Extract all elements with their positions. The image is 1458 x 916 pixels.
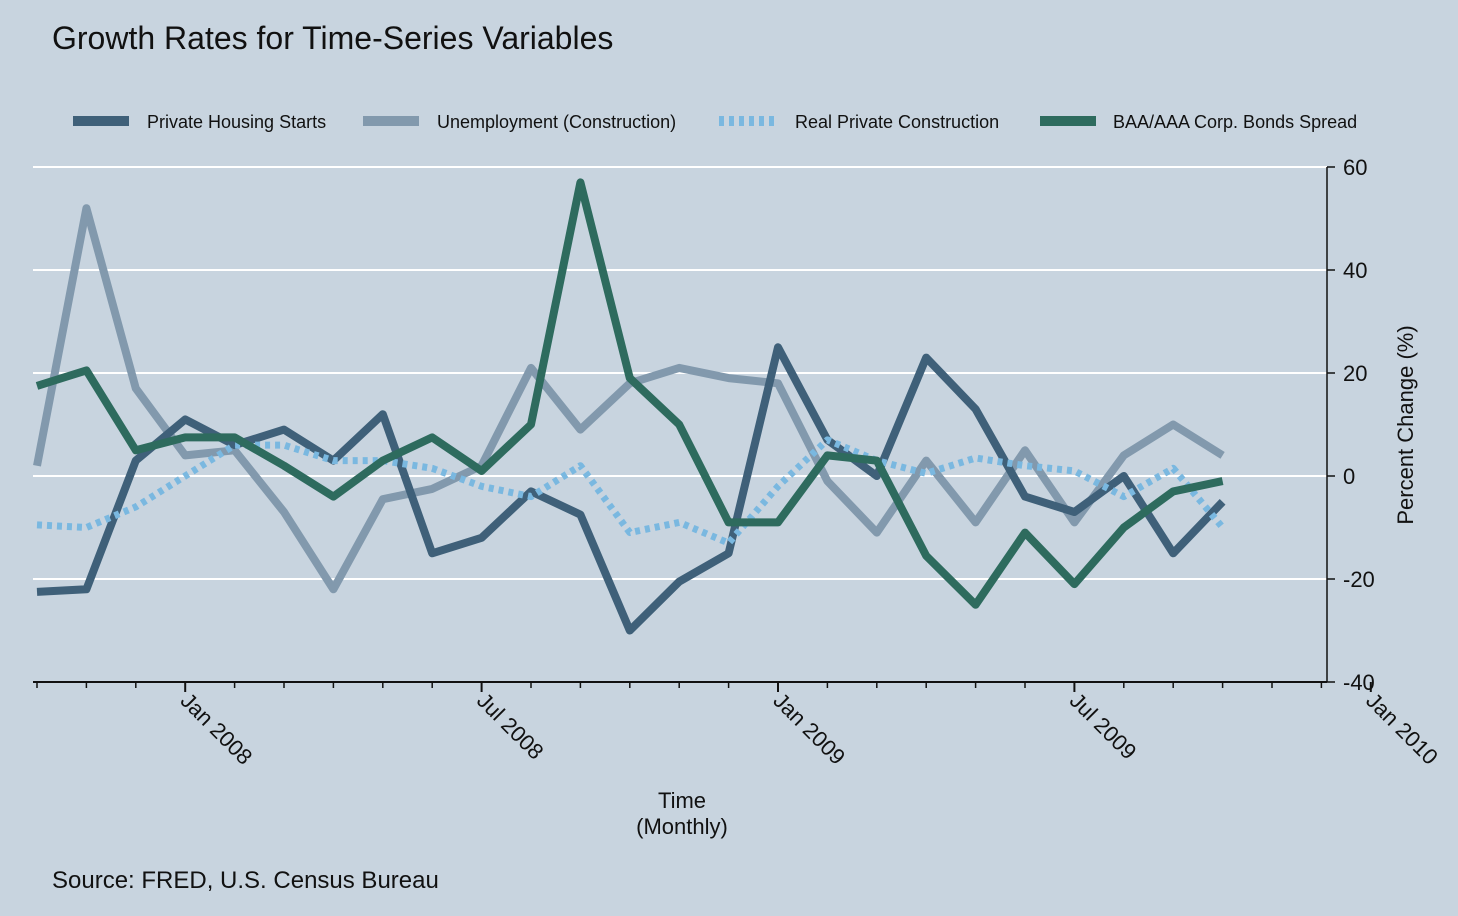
series-line-3 <box>35 178 1224 609</box>
y-tick-label-1: -20 <box>1343 567 1375 592</box>
y-tick-label-5: 60 <box>1343 155 1367 180</box>
y-tick-label-0: -40 <box>1343 670 1375 695</box>
series-layer <box>33 178 1226 635</box>
x-tick-label-1: Jul 2008 <box>472 688 549 765</box>
legend-label-1: Unemployment (Construction) <box>437 112 676 132</box>
x-tick-label-4: Jan 2010 <box>1361 688 1443 770</box>
y-tick-label-4: 40 <box>1343 258 1367 283</box>
legend-label-0: Private Housing Starts <box>147 112 326 132</box>
x-axis-label: Time <box>658 788 706 813</box>
x-tick-label-2: Jan 2009 <box>768 688 850 770</box>
x-tick-label-0: Jan 2008 <box>176 688 258 770</box>
series-line-0 <box>36 343 1226 635</box>
legend-label-3: BAA/AAA Corp. Bonds Spread <box>1113 112 1357 132</box>
x-tick-label-3: Jul 2009 <box>1065 688 1142 765</box>
y-tick-label-2: 0 <box>1343 464 1355 489</box>
x-axis-label-unit: (Monthly) <box>636 814 728 839</box>
y-axis-label: Percent Change (%) <box>1393 325 1418 524</box>
chart-title: Growth Rates for Time-Series Variables <box>52 20 613 56</box>
legend: Private Housing Starts Unemployment (Cons… <box>73 112 1357 132</box>
source-note: Source: FRED, U.S. Census Bureau <box>52 867 439 894</box>
legend-label-2: Real Private Construction <box>795 112 999 132</box>
y-tick-label-3: 20 <box>1343 361 1367 386</box>
gridlines <box>33 166 1327 580</box>
